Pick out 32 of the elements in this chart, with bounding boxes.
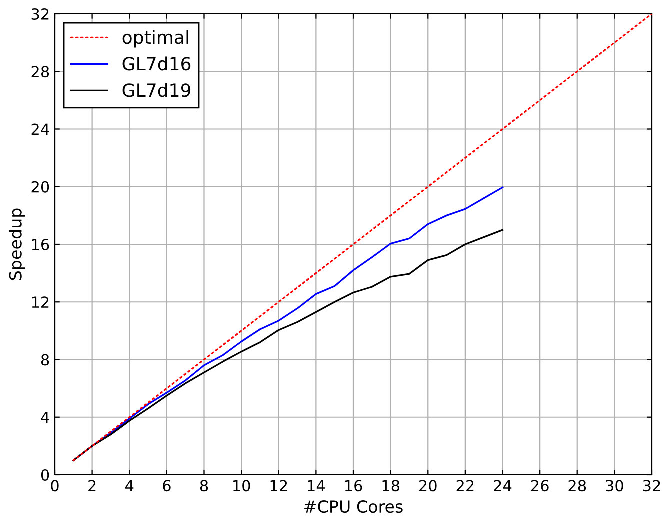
x-tick-label: 24 <box>494 480 512 492</box>
x-tick-label: 14 <box>308 480 326 492</box>
x-tick-label: 12 <box>270 480 288 492</box>
y-tick-label: 24 <box>32 124 50 136</box>
y-tick-label: 8 <box>41 354 50 366</box>
x-axis-title: #CPU Cores <box>304 500 403 514</box>
y-tick-label: 28 <box>32 66 50 78</box>
x-tick-label: 10 <box>234 480 250 492</box>
line-series <box>72 229 504 462</box>
y-tick-label: 12 <box>32 296 49 308</box>
x-tick-label: 6 <box>163 480 171 492</box>
y-tick-label: 20 <box>32 181 50 193</box>
x-tick-label: 30 <box>606 480 624 492</box>
x-tick-label: 0 <box>51 480 59 492</box>
x-tick-label: 22 <box>456 480 474 492</box>
x-tick-label: 8 <box>200 480 208 492</box>
y-tick-label: 0 <box>41 469 50 482</box>
x-tick-label: 20 <box>420 480 437 492</box>
x-tick-label: 4 <box>126 480 134 492</box>
x-tick-label: 26 <box>531 480 549 492</box>
x-tick-label: 18 <box>382 480 400 492</box>
x-tick-label: 16 <box>345 480 362 492</box>
y-tick-label: 4 <box>41 412 50 424</box>
x-tick-label: 32 <box>643 480 660 492</box>
x-tick-label: 28 <box>568 480 586 492</box>
legend-label: optimal <box>122 30 188 48</box>
x-tick-label: 2 <box>88 480 96 492</box>
legend-label: GL7d19 <box>122 83 191 98</box>
y-tick-label: 16 <box>32 238 50 251</box>
y-tick-label: 32 <box>32 8 49 20</box>
y-axis-title: Speedup <box>9 208 26 280</box>
legend-label: GL7d16 <box>122 56 191 71</box>
